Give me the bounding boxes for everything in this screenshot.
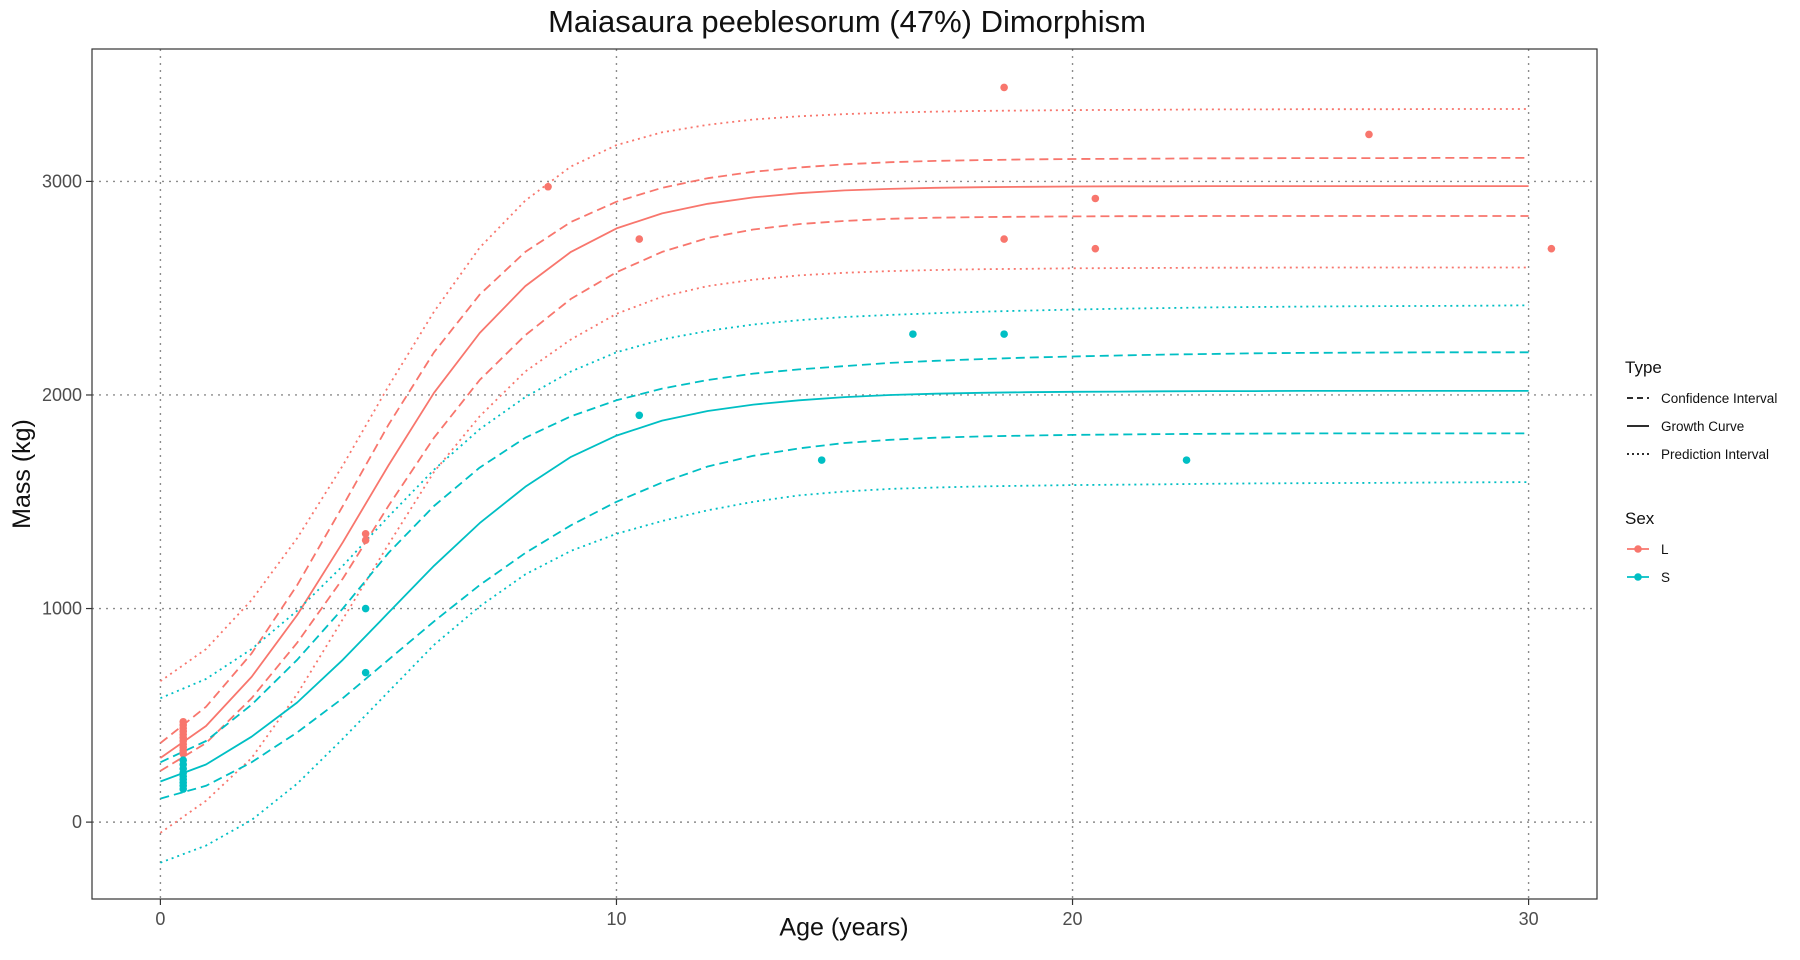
legend-type-label: Confidence Interval bbox=[1661, 391, 1777, 406]
series-line-l-growth-curve bbox=[159, 185, 1529, 759]
data-point-s bbox=[817, 456, 826, 464]
y-tick-label: 2000 bbox=[42, 385, 82, 405]
legend-type-label: Growth Curve bbox=[1661, 419, 1744, 434]
y-tick-label: 1000 bbox=[42, 599, 82, 619]
data-point-s bbox=[179, 785, 188, 793]
data-points bbox=[179, 83, 1556, 793]
series-line-s-confidence-interval bbox=[160, 351, 1529, 764]
plot-panel-border bbox=[91, 48, 1598, 900]
x-tick-label: 30 bbox=[1519, 909, 1539, 929]
legend-type-title: Type bbox=[1625, 358, 1662, 377]
y-tick-label: 3000 bbox=[42, 171, 82, 191]
legend-sex-label: L bbox=[1661, 542, 1669, 557]
chart-title: Maiasaura peeblesorum (47%) Dimorphism bbox=[548, 4, 1146, 39]
series-line-s-confidence-interval bbox=[160, 432, 1529, 800]
data-point-s bbox=[1000, 330, 1008, 338]
legend-sex-label: S bbox=[1661, 570, 1670, 585]
data-point-s bbox=[909, 330, 917, 338]
legend-key-point-s bbox=[1634, 573, 1642, 581]
legend: Type Confidence Interval Growth Curve Pred… bbox=[1625, 358, 1777, 585]
data-point-l bbox=[179, 749, 188, 758]
x-tick-label: 20 bbox=[1063, 909, 1083, 929]
x-tick-label: 10 bbox=[606, 909, 626, 929]
series-line-l-confidence-interval bbox=[159, 215, 1529, 772]
y-axis-title: Mass (kg) bbox=[8, 419, 36, 529]
data-point-l bbox=[361, 536, 370, 545]
legend-sex-title: Sex bbox=[1625, 509, 1655, 528]
series-line-s-prediction-interval bbox=[160, 304, 1529, 700]
data-point-l bbox=[1547, 244, 1556, 253]
x-axis-title: Age (years) bbox=[779, 914, 908, 942]
data-point-l bbox=[1000, 235, 1008, 243]
legend-key-point-l bbox=[1634, 545, 1642, 553]
series-line-s-prediction-interval bbox=[160, 481, 1529, 864]
data-point-s bbox=[361, 668, 370, 677]
x-axis-ticks: 0 10 20 30 bbox=[155, 899, 1539, 929]
data-point-l bbox=[361, 529, 370, 538]
y-axis-ticks: 0 1000 2000 3000 bbox=[42, 171, 92, 832]
x-tick-label: 0 bbox=[155, 909, 165, 929]
data-point-s bbox=[635, 411, 644, 420]
data-point-l bbox=[544, 182, 552, 191]
legend-type-entries: Confidence Interval Growth Curve Predictio… bbox=[1627, 391, 1777, 462]
y-tick-label: 0 bbox=[72, 812, 82, 832]
data-point-l bbox=[1365, 130, 1373, 139]
series-lines bbox=[159, 108, 1529, 864]
data-point-l bbox=[1091, 194, 1100, 203]
data-point-s bbox=[361, 604, 370, 613]
data-point-l bbox=[1000, 83, 1008, 92]
legend-type-label: Prediction Interval bbox=[1661, 447, 1769, 462]
data-point-l bbox=[635, 235, 644, 243]
data-point-s bbox=[1182, 456, 1191, 464]
series-line-l-confidence-interval bbox=[159, 156, 1529, 744]
data-point-l bbox=[1091, 244, 1100, 253]
series-line-s-growth-curve bbox=[160, 389, 1529, 783]
legend-sex-entries: LS bbox=[1627, 542, 1670, 585]
